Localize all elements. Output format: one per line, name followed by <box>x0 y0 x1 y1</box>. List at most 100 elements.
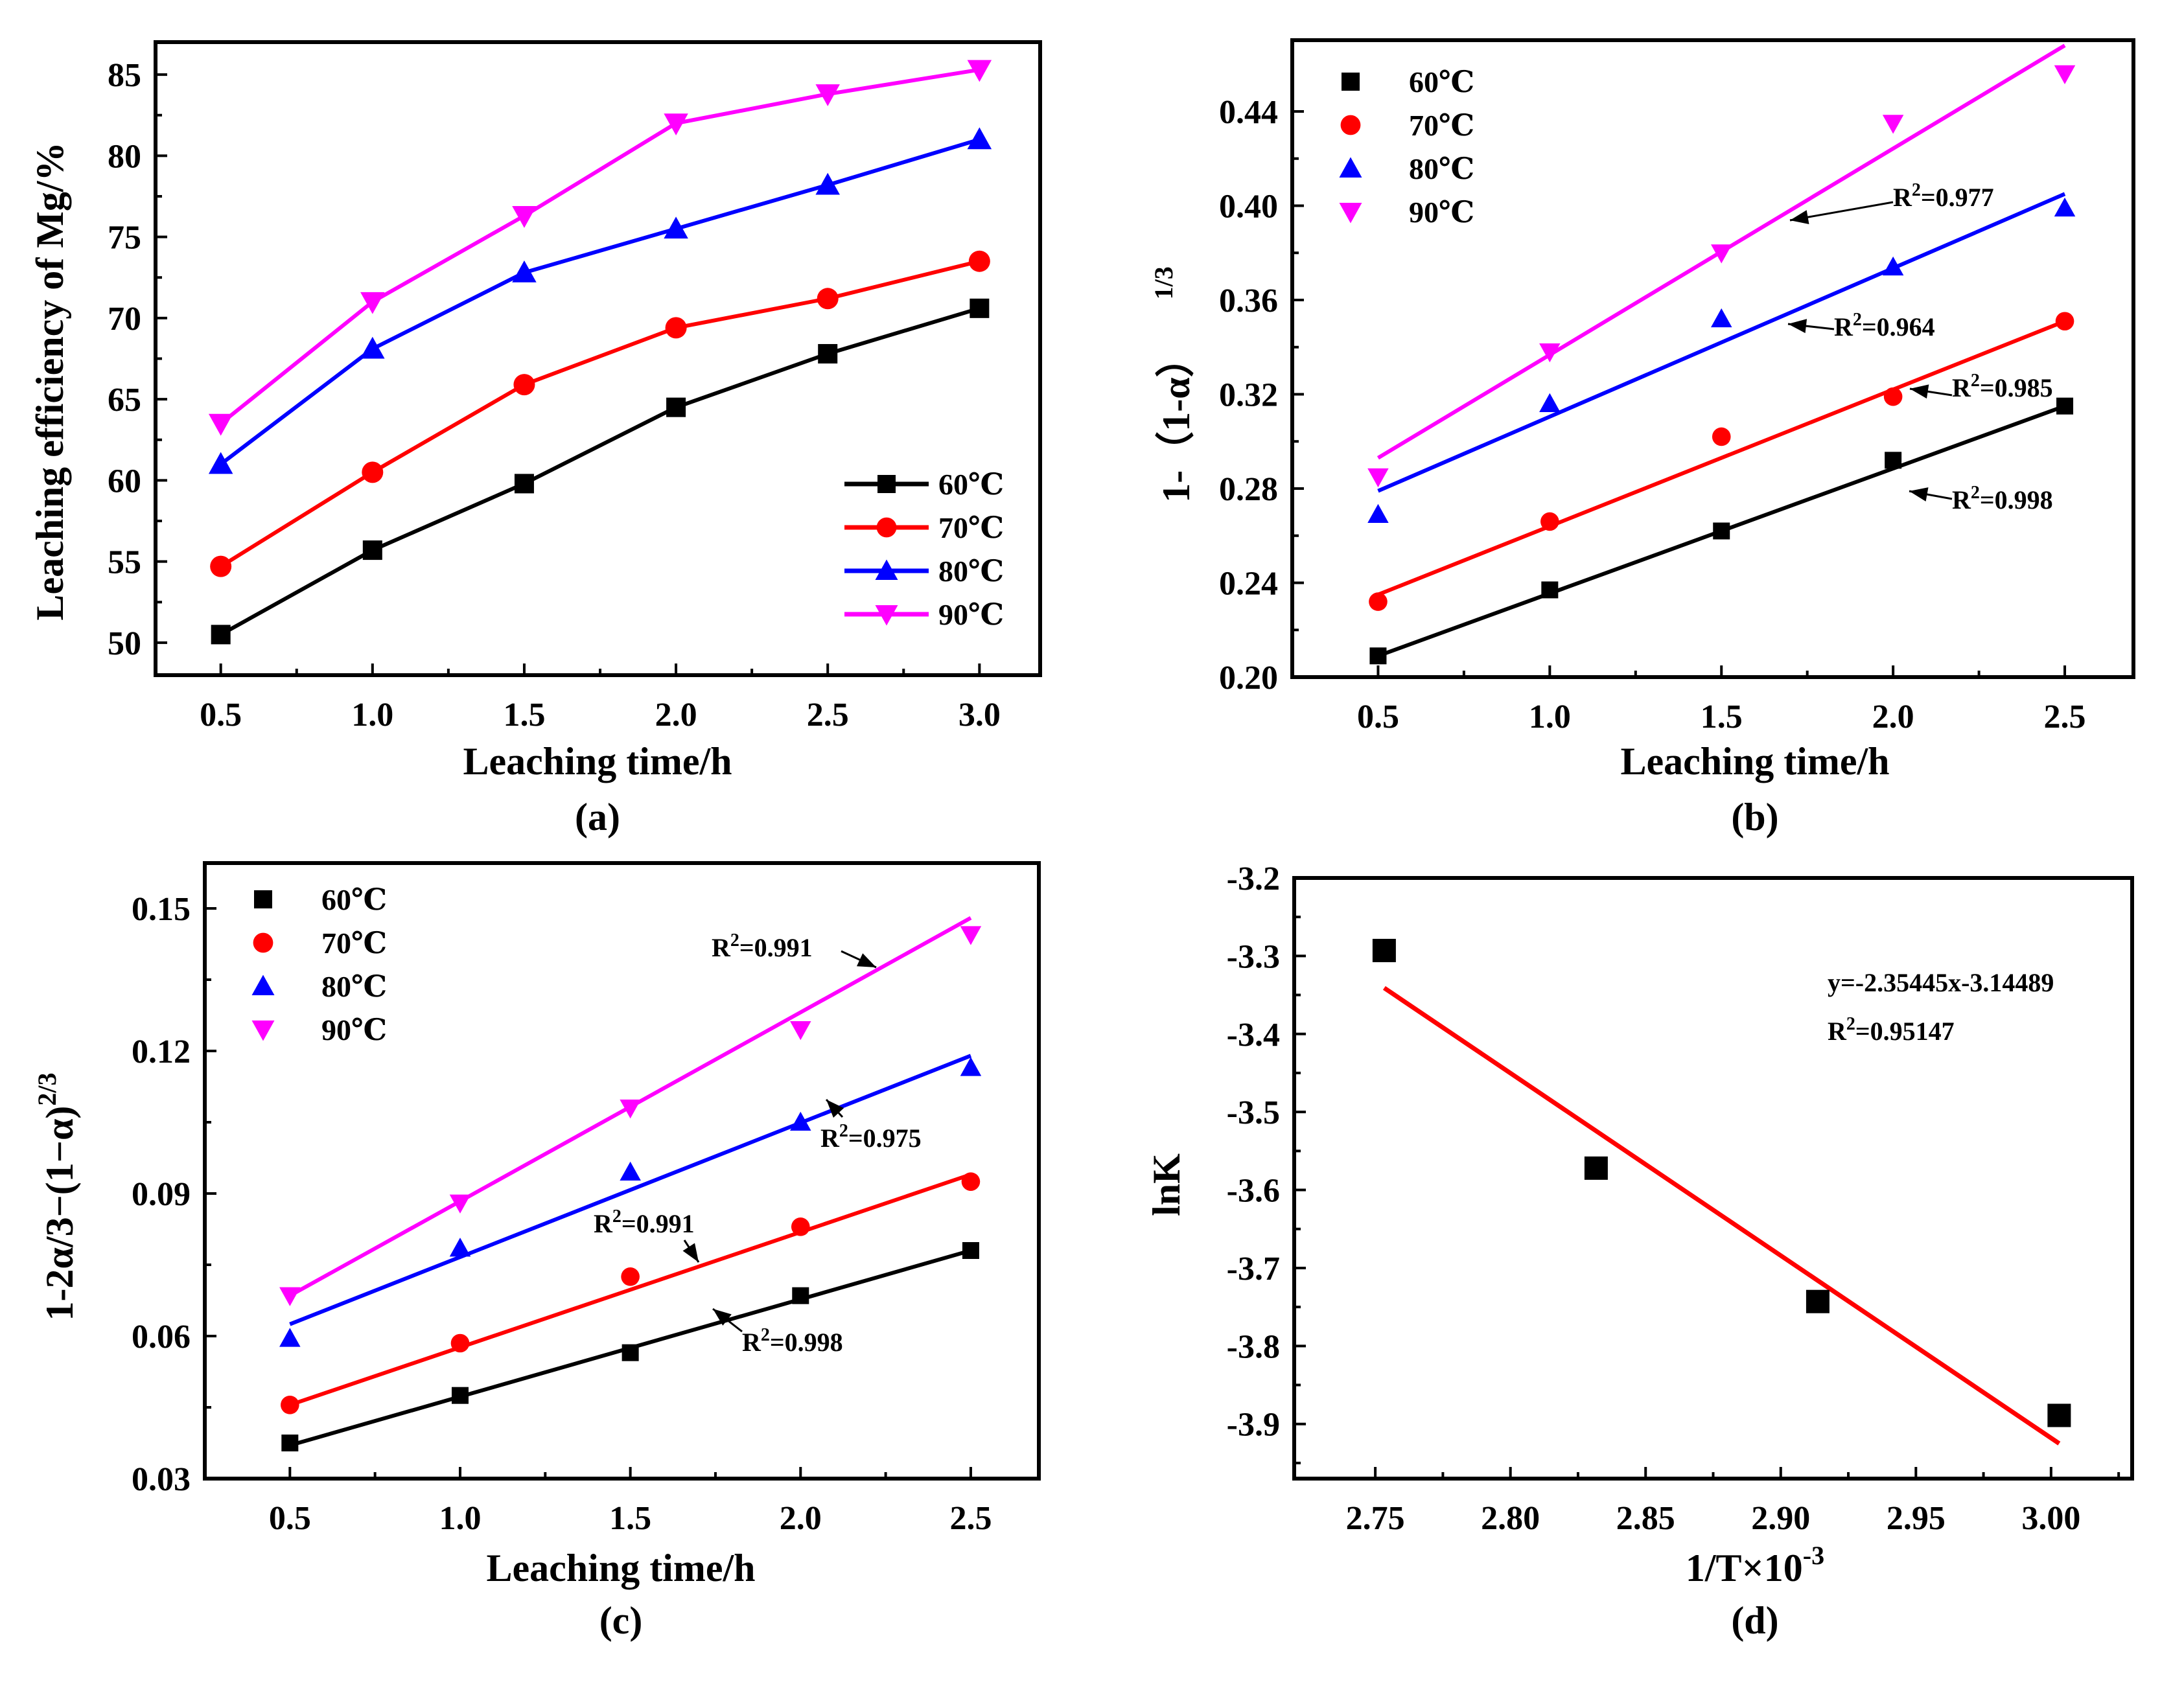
y-tick-label: 0.40 <box>1219 189 1278 225</box>
y-tick-label: -3.2 <box>1227 860 1280 897</box>
y-tick-label: 0.24 <box>1219 566 1278 603</box>
r2-label: R2=0.977 <box>1893 180 1994 212</box>
x-axis-label: Leaching time/h <box>1621 740 1890 783</box>
y-tick-label: 0.03 <box>132 1461 191 1498</box>
data-point <box>1372 938 1396 962</box>
panel-label: (b) <box>1731 796 1778 838</box>
y-tick-label: 0.20 <box>1219 660 1278 697</box>
data-point <box>967 127 992 150</box>
legend: 60℃ 70℃ 80℃ 90℃ <box>251 883 387 1046</box>
data-point <box>512 260 537 283</box>
data-point <box>1367 468 1389 488</box>
data-point <box>2056 397 2074 415</box>
panel-a: 0.5 1.0 1.5 2.0 2.5 3.0 50 55 60 65 70 75 80 85 60℃ 70℃… <box>29 40 1042 838</box>
data-point <box>970 298 990 318</box>
y-axis-label: 1-2α/3−(1−α)2/3 <box>32 1072 81 1321</box>
plot-frame <box>203 861 1041 1481</box>
legend-label: 70℃ <box>321 927 387 960</box>
series-80℃: R2=0.975 <box>279 1054 982 1347</box>
legend-marker <box>251 1021 275 1041</box>
x-tick-label: 0.5 <box>200 697 242 733</box>
legend-marker <box>875 605 898 626</box>
data-point <box>620 1161 641 1181</box>
r2-arrow-head <box>1790 210 1809 224</box>
plot-frame <box>1290 38 2135 679</box>
panel-b: 0.5 1.0 1.5 2.0 2.5 0.20 0.24 0.28 0.32 0.36 0.40 0… <box>1149 38 2135 838</box>
series-60℃: R2=0.998 <box>281 1242 979 1451</box>
y-tick-label: 0.32 <box>1219 377 1278 414</box>
data-point <box>790 1111 811 1131</box>
series-80℃ <box>208 127 992 474</box>
data-point <box>279 1328 301 1347</box>
x-tick-label: 2.80 <box>1481 1500 1540 1537</box>
y-axis-label: Leaching efficiency of Mg/% <box>29 142 71 620</box>
series-90℃: R2=0.977 <box>1367 43 2076 488</box>
data-point <box>1540 512 1559 531</box>
panel-d: 2.75 2.80 2.85 2.90 2.95 3.00 -3.2 -3.3 -3.4 -3.5… <box>1145 860 2134 1642</box>
data-point <box>514 474 534 494</box>
r2-label: R2=0.998 <box>1952 483 2053 514</box>
legend-marker <box>877 475 896 493</box>
y-tick-label: 0.09 <box>132 1176 191 1213</box>
y-tick-label: -3.3 <box>1227 938 1280 975</box>
r2-arrow-head <box>1788 319 1807 334</box>
series-60℃ <box>211 298 990 645</box>
data-point <box>208 413 233 436</box>
series-70℃: R2=0.985 <box>1369 312 2074 611</box>
data-point <box>818 343 838 363</box>
legend-label: 70℃ <box>1409 109 1474 142</box>
data-point <box>1710 244 1732 264</box>
data-point <box>2054 65 2076 85</box>
r2-arrow-head <box>1909 487 1929 502</box>
legend-label: 80℃ <box>321 970 387 1003</box>
data-point <box>791 1217 810 1236</box>
y-tick-label: 75 <box>108 220 141 257</box>
x-axis-label: Leaching time/h <box>487 1547 756 1589</box>
y-axis-label: lnK <box>1145 1153 1188 1216</box>
data-point <box>1885 452 1902 469</box>
data-point <box>1541 581 1559 599</box>
y-tick-label: 65 <box>108 382 141 419</box>
data-point <box>621 1267 640 1286</box>
y-tick-label: -3.9 <box>1227 1407 1280 1444</box>
y-tick-label: -3.7 <box>1227 1251 1280 1287</box>
x-tick-label: 2.85 <box>1616 1500 1675 1537</box>
legend-marker <box>254 890 272 908</box>
x-tick-label: 2.95 <box>1887 1500 1946 1537</box>
x-tick-label: 1.5 <box>609 1500 651 1537</box>
y-axis-label: 1-（1-α）1/3 <box>1149 266 1198 503</box>
y-tick-label: 0.36 <box>1219 283 1278 319</box>
legend: 60℃ 70℃ 80℃ 90℃ <box>1339 65 1474 229</box>
panel-label: (a) <box>575 796 620 838</box>
legend-marker <box>251 975 275 995</box>
x-tick-label: 1.0 <box>1529 698 1571 735</box>
y-tick-label: -3.6 <box>1227 1173 1280 1210</box>
data-point <box>279 1287 301 1306</box>
data-point <box>2054 197 2076 217</box>
x-tick-label: 2.0 <box>780 1500 822 1537</box>
y-tick-label: -3.8 <box>1227 1328 1280 1365</box>
y-tick-label: 60 <box>108 463 141 500</box>
data-point <box>1713 522 1730 540</box>
legend: 60℃ 70℃ 80℃ 90℃ <box>844 468 1004 631</box>
data-point <box>1539 393 1561 413</box>
legend-marker <box>1342 73 1360 91</box>
data-point <box>1882 115 1904 134</box>
series-90℃ <box>208 60 992 436</box>
data-point <box>1584 1156 1608 1180</box>
x-tick-label: 1.5 <box>1701 698 1743 735</box>
data-point <box>792 1287 809 1304</box>
data-point <box>664 216 688 239</box>
r2-arrow-head <box>1910 384 1929 399</box>
fit-line <box>289 1172 971 1407</box>
series-80℃: R2=0.964 <box>1367 192 2076 524</box>
legend-label: 60℃ <box>1409 65 1474 98</box>
data-point <box>961 1172 981 1191</box>
legend-marker <box>253 932 273 953</box>
data-point <box>1712 427 1731 446</box>
data-point <box>817 288 839 310</box>
panel-label: (c) <box>599 1599 643 1642</box>
r2-arrow-head <box>856 953 876 967</box>
series-70℃: R2=0.991 <box>281 1172 981 1414</box>
